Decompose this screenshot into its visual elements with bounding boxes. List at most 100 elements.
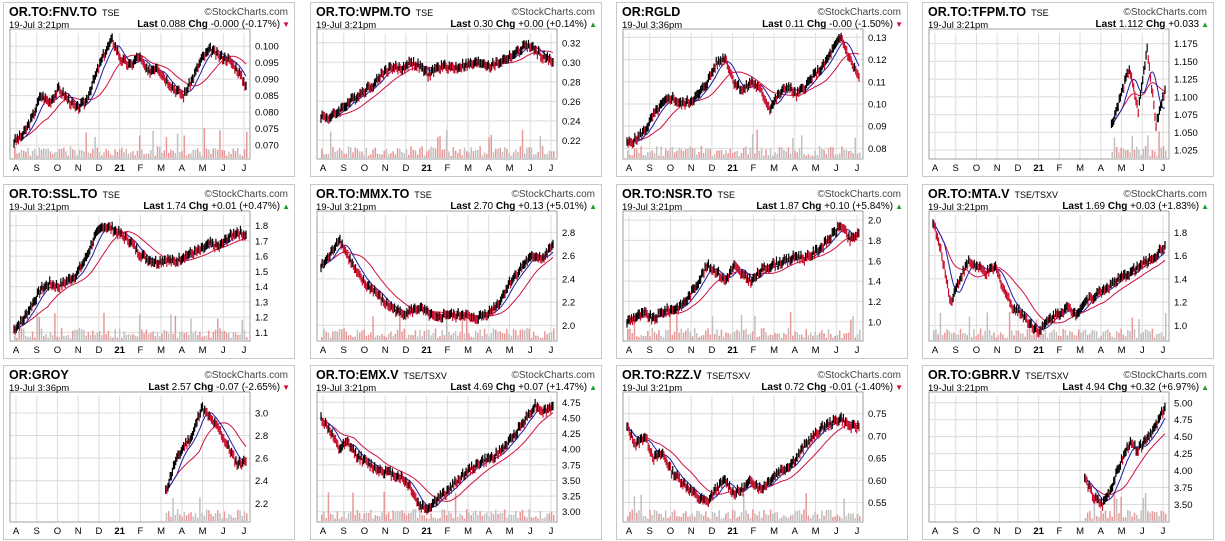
moving-average-slow (320, 50, 554, 119)
volume-bar (336, 150, 339, 158)
volume-bar (105, 148, 107, 158)
volume-bar (60, 328, 63, 340)
volume-bar (946, 329, 948, 340)
volume-bar (729, 334, 732, 340)
volume-bar (827, 509, 830, 521)
x-tick-label: J (1161, 526, 1166, 537)
chart-panel[interactable]: 1.0 1.2 1.4 1.6 1.8 A S O N D 21 F M A M J J OR.TO:MTA.V T… (922, 184, 1214, 359)
volume-bar (470, 515, 472, 521)
volume-bar (179, 152, 181, 158)
chart-panel[interactable]: 0.55 0.60 0.65 0.70 0.75 A S O N D 21 F M A M J J OR.TO:R… (616, 365, 908, 540)
volume-bar (979, 328, 982, 340)
volume-bar (1142, 148, 1145, 158)
volume-bar (1013, 335, 1015, 340)
y-tick-label: 2.2 (562, 298, 575, 309)
volume-bar (185, 515, 188, 521)
volume-bar (647, 518, 649, 521)
volume-bar (243, 329, 246, 340)
volume-bar (196, 517, 199, 521)
volume-bar (432, 517, 435, 521)
volume-bar (627, 516, 629, 521)
volume-bar (662, 155, 665, 158)
volume-bar (526, 147, 528, 158)
volume-bar (56, 336, 58, 340)
volume-bar (651, 150, 654, 158)
chart-panel[interactable]: 0.08 0.09 0.10 0.11 0.12 0.13 A S O N D 21 F M A M J J OR:… (616, 2, 908, 177)
x-tick-label: A (626, 163, 633, 174)
last-value: 2.57 (171, 382, 192, 393)
chart-panel[interactable]: 1.1 1.2 1.3 1.4 1.5 1.6 1.7 1.8 A S O N D 21 F M A M J J OR.… (3, 184, 295, 359)
x-tick-label: O (361, 526, 368, 537)
volume-bar (856, 334, 859, 340)
volume-bar (49, 151, 52, 158)
volume-bar (412, 149, 414, 158)
volume-bar (964, 333, 966, 340)
volume-bar (1091, 329, 1093, 340)
last-value: 0.088 (160, 19, 186, 30)
volume-bar (698, 337, 700, 340)
chart-panel[interactable]: 3.00 3.25 3.50 3.75 4.00 4.25 4.50 4.75 A S O N D 21 F… (310, 365, 602, 540)
volume-bar (370, 509, 372, 521)
volume-bar (754, 315, 756, 340)
stockcharts-brand: ©StockCharts.com (511, 189, 595, 200)
x-tick-label: D (1014, 345, 1021, 356)
up-triangle-icon: ▲ (282, 202, 290, 211)
chart-panel[interactable]: 1.025 1.050 1.075 1.100 1.125 1.150 1.175 A S O N D… (922, 2, 1214, 177)
volume-bar (145, 329, 148, 340)
down-triangle-icon: ▼ (282, 383, 290, 392)
volume-bar (205, 509, 208, 521)
volume-bar (232, 517, 235, 521)
volume-bar (338, 147, 341, 158)
x-tick-label: J (834, 163, 839, 174)
volume-bar (390, 518, 392, 521)
volume-bar (812, 335, 814, 340)
volume-bar (832, 337, 834, 340)
volume-bar (745, 328, 747, 340)
chart-panel[interactable]: 0.22 0.24 0.26 0.28 0.30 0.32 A S O N D 21 F M A M J J OR.… (310, 2, 602, 177)
volume-bar (709, 518, 712, 521)
volume-bar (356, 329, 359, 340)
volume-bar (749, 518, 752, 521)
up-triangle-icon: ▲ (589, 202, 597, 211)
volume-bar (722, 517, 725, 521)
volume-bar (1049, 332, 1051, 340)
volume-bar (669, 516, 671, 521)
y-tick-label: 1.175 (1174, 39, 1198, 50)
volume-bar (1129, 331, 1131, 340)
volume-bar (219, 328, 221, 340)
chart-symbol: OR.TO:SSL.TO TSE (9, 187, 120, 201)
x-tick-label: A (626, 345, 633, 356)
price-chart: 0.55 0.60 0.65 0.70 0.75 A S O N D 21 F M A M J J (622, 391, 887, 537)
chart-panel[interactable]: 2.2 2.4 2.6 2.8 3.0 A S O N D 21 F M A M J J OR:GROY ©Stoc… (3, 365, 295, 540)
volume-bar (109, 336, 112, 340)
x-tick-label: A (13, 526, 20, 537)
volume-bar (174, 315, 177, 340)
volume-bar (439, 517, 441, 521)
volume-bar (450, 335, 452, 340)
volume-bar (385, 514, 388, 521)
volume-bar (374, 336, 377, 340)
volume-bar (87, 331, 90, 340)
chart-panel[interactable]: 3.50 3.75 4.00 4.25 4.50 4.75 5.00 A S O N D 21 F M A M J… (922, 365, 1214, 540)
volume-bar (667, 329, 669, 340)
volume-bar (405, 149, 408, 158)
volume-bar (524, 516, 526, 521)
chart-panel[interactable]: 0.070 0.075 0.080 0.085 0.090 0.095 0.100 A S O N D… (3, 2, 295, 177)
volume-bar (1046, 337, 1049, 340)
y-tick-label: 1.6 (255, 252, 268, 263)
chart-panel[interactable]: 2.0 2.2 2.4 2.6 2.8 A S O N D 21 F M A M J J OR.TO:MMX.TO… (310, 184, 602, 359)
volume-bar (1098, 337, 1100, 340)
volume-bar (414, 150, 417, 158)
chart-panel[interactable]: 1.0 1.2 1.4 1.6 1.8 2.0 A S O N D 21 F M A M J J OR.TO:NSR… (616, 184, 908, 359)
volume-bar (192, 149, 194, 158)
volume-bar (165, 513, 168, 521)
volume-bar (60, 148, 63, 158)
volume-bar (814, 150, 816, 158)
chg-value: +0.07 (+1.47%) (518, 382, 588, 393)
volume-bar (841, 146, 843, 158)
volume-bar (1138, 518, 1140, 521)
volume-bar (716, 516, 718, 521)
volume-bar (544, 154, 546, 158)
volume-bar (627, 328, 629, 340)
volume-bar (225, 517, 228, 521)
